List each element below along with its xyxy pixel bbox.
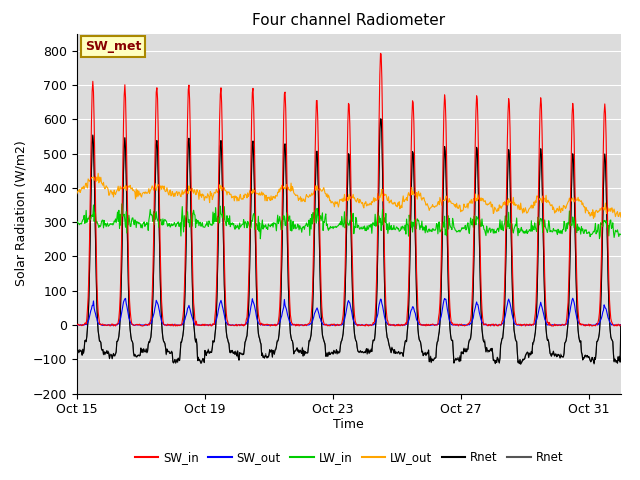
X-axis label: Time: Time [333,418,364,431]
Legend: SW_in, SW_out, LW_in, LW_out, Rnet, Rnet: SW_in, SW_out, LW_in, LW_out, Rnet, Rnet [130,446,568,469]
Y-axis label: Solar Radiation (W/m2): Solar Radiation (W/m2) [14,141,27,287]
Title: Four channel Radiometer: Four channel Radiometer [252,13,445,28]
Text: SW_met: SW_met [85,40,141,53]
